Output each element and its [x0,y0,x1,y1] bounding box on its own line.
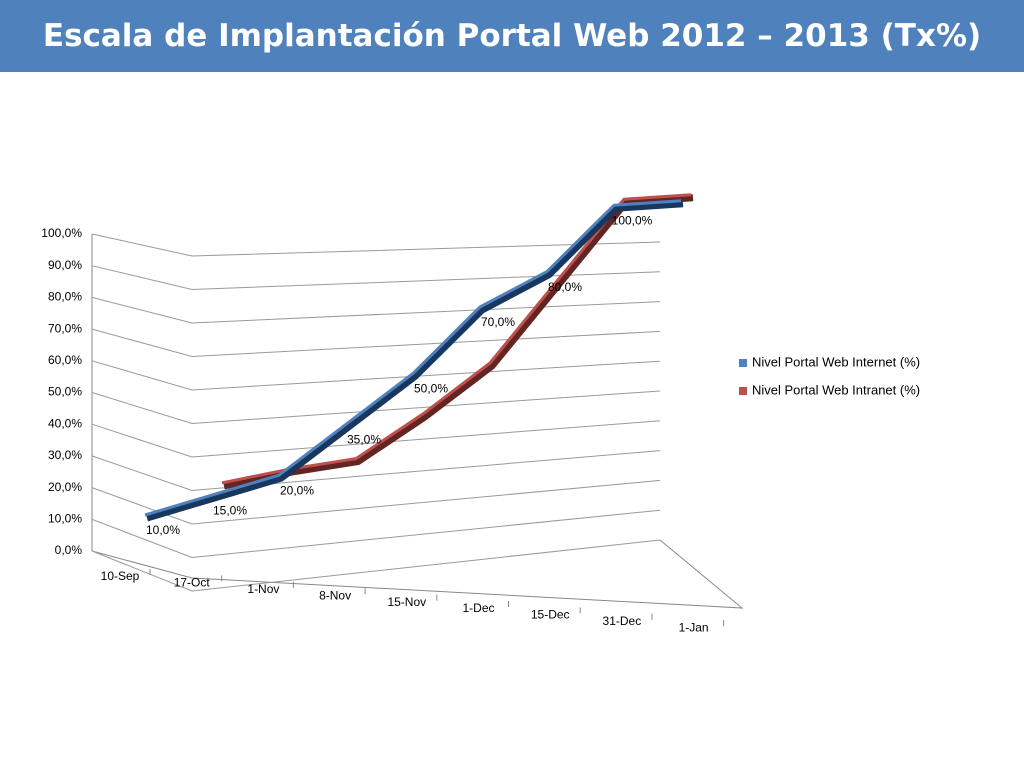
grid-line [91,360,661,391]
title-bar: Escala de Implantación Portal Web 2012 –… [0,0,1024,72]
grid-line [91,450,661,492]
y-tick-label: 20,0% [48,480,82,494]
y-tick-label: 10,0% [48,511,82,525]
y-tick-label: 80,0% [48,290,82,304]
data-label: 10,0% [146,523,180,537]
y-tick-label: 30,0% [48,448,82,462]
data-label: 20,0% [280,483,314,497]
y-tick-label: 90,0% [48,258,82,272]
y-tick-label: 70,0% [48,321,82,335]
series-shadow [223,194,694,490]
grid-line [91,539,661,592]
y-tick-label: 60,0% [48,353,82,367]
legend-label: Nivel Portal Web Internet (%) [752,354,920,369]
y-tick-label: 50,0% [48,385,82,399]
data-label: 50,0% [414,382,448,396]
data-label: 35,0% [347,432,381,446]
grid-line [91,233,661,257]
x-tick-label: 1-Dec [462,601,494,615]
grid-line [91,265,661,291]
grid-line [91,296,661,324]
x-tick-label: 31-Dec [603,614,642,628]
grid-line [91,509,661,559]
x-tick-label: 17-Oct [174,576,211,590]
x-tick-label: 8-Nov [319,588,351,602]
x-tick-label: 1-Jan [679,620,709,634]
floor-edge [91,539,744,609]
y-tick-label: 100,0% [41,226,82,240]
legend-swatch [739,359,747,367]
x-tick-label: 1-Nov [247,582,279,596]
grid-line [91,390,661,425]
y-tick-label: 40,0% [48,416,82,430]
data-label: 70,0% [481,315,515,329]
x-tick-label: 15-Dec [531,608,570,622]
data-label: 80,0% [548,280,582,294]
y-tick-label: 0,0% [55,543,83,557]
series-line [144,199,682,517]
grid-line [91,420,661,458]
series-shadow [146,200,684,522]
data-label: 100,0% [612,213,653,227]
grid-line [91,328,661,358]
x-tick-label: 10-Sep [101,569,140,583]
chart-title: Escala de Implantación Portal Web 2012 –… [42,18,982,54]
x-tick-label: 15-Nov [387,595,426,609]
grid-line [91,479,661,525]
data-label: 15,0% [213,503,247,517]
legend-label: Nivel Portal Web Intranet (%) [752,382,920,397]
legend-swatch [739,387,747,395]
